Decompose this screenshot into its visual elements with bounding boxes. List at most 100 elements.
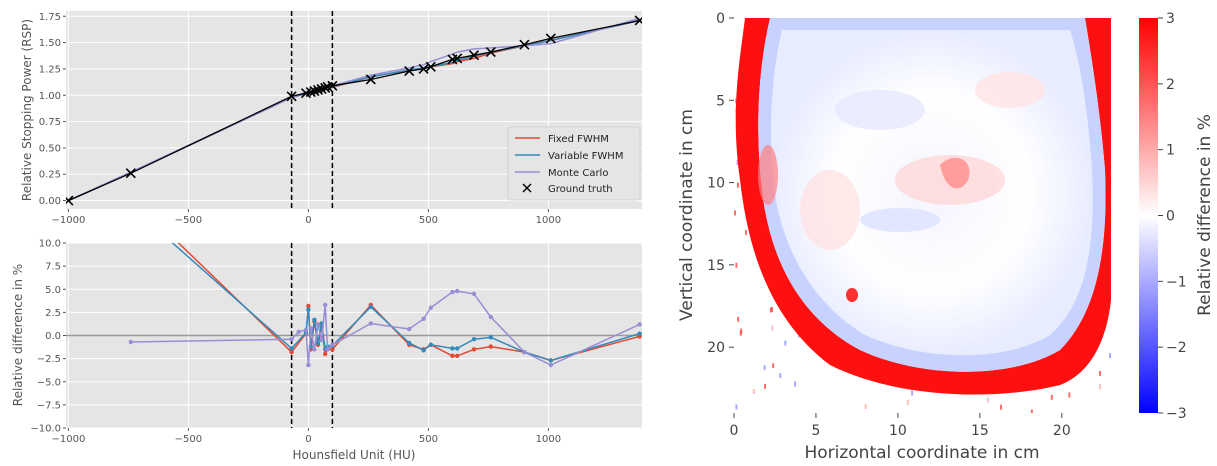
data-point-monte-carlo	[637, 322, 642, 327]
data-point-ground-truth	[468, 50, 480, 61]
data-point-monte-carlo	[289, 337, 294, 342]
y-tick-label: 0.75	[39, 117, 61, 128]
data-point-variable-fwhm	[368, 304, 373, 310]
y-tick-label: 2.5	[45, 308, 61, 319]
data-point-variable-fwhm	[289, 346, 294, 351]
data-point-fixed-fwhm	[455, 353, 460, 359]
heatmap-y-ticks: 0 5 10 15 20	[707, 11, 734, 356]
y-tick-label: 0.25	[39, 170, 61, 181]
rsp-plot-y-ticks: 0.00 0.25 0.50 0.75 1.00 1.25 1.50 1.75	[39, 12, 66, 207]
data-point-ground-truth	[404, 65, 415, 77]
heatmap-feature	[975, 72, 1045, 108]
data-point-monte-carlo	[319, 337, 324, 343]
data-point-ground-truth	[309, 85, 320, 97]
data-point-ground-truth	[327, 80, 338, 91]
difference-plot-reference-lines	[66, 243, 642, 428]
x-tick-label: 10	[889, 423, 907, 439]
series-line-ground-truth	[68, 19, 640, 202]
x-tick-label: 15	[971, 423, 989, 439]
data-point-ground-truth	[634, 15, 642, 26]
heatmap-feature	[846, 288, 858, 302]
data-point-variable-fwhm	[306, 307, 311, 312]
data-point-monte-carlo	[428, 305, 433, 310]
data-point-ground-truth	[425, 61, 436, 72]
y-tick-label: 0.00	[39, 196, 61, 207]
data-point-fixed-fwhm	[289, 349, 294, 355]
data-point-monte-carlo	[368, 321, 373, 326]
data-point-monte-carlo	[548, 362, 553, 368]
legend-label-monte-carlo: Monte Carlo	[548, 168, 608, 179]
colorbar-tick-label: 3	[1166, 11, 1175, 27]
heatmap-feature	[835, 90, 925, 130]
rsp-plot-reference-lines	[290, 11, 334, 209]
colorbar-tick-label: −3	[1166, 406, 1187, 422]
y-tick-label: 0.50	[39, 143, 61, 154]
y-tick-label: 10.0	[39, 239, 61, 250]
x-tick-label: 500	[419, 434, 438, 445]
data-point-ground-truth	[66, 195, 74, 206]
data-point-monte-carlo	[450, 289, 455, 295]
heatmap-y-label: Vertical coordinate in cm	[677, 109, 697, 321]
data-point-monte-carlo	[455, 288, 460, 294]
data-point-monte-carlo	[303, 327, 309, 333]
data-point-monte-carlo	[128, 339, 133, 345]
data-point-ground-truth	[125, 168, 136, 179]
x-tick-label: 0	[305, 215, 311, 226]
data-point-fixed-fwhm	[450, 353, 455, 359]
y-tick-label: 15	[707, 258, 725, 274]
heatmap-x-label: Horizontal coordinate in cm	[804, 443, 1039, 463]
data-point-monte-carlo	[488, 314, 493, 320]
data-point-monte-carlo	[308, 325, 313, 331]
data-point-fixed-fwhm	[330, 347, 335, 352]
x-tick-label: 20	[1053, 423, 1071, 439]
data-point-monte-carlo	[325, 347, 330, 352]
data-point-monte-carlo	[315, 322, 321, 327]
heatmap-feature	[758, 145, 778, 205]
rsp-plot-series	[66, 15, 642, 206]
x-tick-label: −1000	[51, 215, 85, 226]
y-tick-label: −2.5	[37, 354, 61, 365]
colorbar-tick-label: −2	[1166, 340, 1187, 356]
legend-label-fixed-fwhm: Fixed FWHM	[548, 134, 609, 145]
y-tick-label: 1.25	[39, 64, 61, 75]
heatmap-feature	[860, 208, 940, 232]
data-point-ground-truth	[485, 47, 496, 58]
data-point-monte-carlo	[471, 291, 477, 297]
data-point-monte-carlo	[330, 342, 335, 347]
data-point-fixed-fwhm	[471, 347, 477, 352]
data-point-variable-fwhm	[455, 346, 460, 351]
y-tick-label: 1.00	[39, 91, 61, 102]
x-tick-label: 0	[730, 423, 739, 439]
y-tick-label: 5	[716, 93, 725, 109]
data-point-monte-carlo	[312, 347, 317, 352]
data-point-ground-truth	[320, 82, 331, 93]
y-tick-label: 10	[707, 176, 725, 192]
data-point-variable-fwhm	[407, 340, 412, 346]
rsp-plot-x-ticks: −1000 −500 0 500 1000	[51, 209, 561, 226]
legend-label-variable-fwhm: Variable FWHM	[548, 151, 623, 162]
y-tick-label: 7.5	[45, 262, 61, 273]
heatmap-feature	[940, 157, 970, 189]
y-tick-label: −5.0	[37, 377, 61, 388]
data-point-monte-carlo	[407, 326, 412, 332]
y-tick-label: −7.5	[37, 400, 61, 411]
rsp-plot-legend: Fixed FWHM Variable FWHM Monte Carlo Gro…	[507, 126, 641, 201]
data-point-variable-fwhm	[428, 342, 433, 347]
data-point-variable-fwhm	[312, 317, 317, 322]
y-tick-label: 0	[716, 11, 725, 27]
data-point-ground-truth	[365, 74, 376, 85]
colorbar-tick-label: 2	[1166, 77, 1175, 93]
colorbar-gradient	[1139, 18, 1158, 413]
y-tick-label: 20	[707, 340, 725, 356]
data-point-variable-fwhm	[450, 346, 455, 351]
legend-label-ground-truth: Ground truth	[548, 184, 613, 195]
data-point-variable-fwhm	[488, 335, 493, 340]
data-point-monte-carlo	[296, 329, 301, 334]
data-point-variable-fwhm	[315, 340, 321, 346]
data-point-monte-carlo	[421, 316, 426, 322]
difference-plot-series	[128, 243, 642, 368]
data-point-variable-fwhm	[421, 348, 426, 353]
x-tick-label: −500	[175, 434, 202, 445]
